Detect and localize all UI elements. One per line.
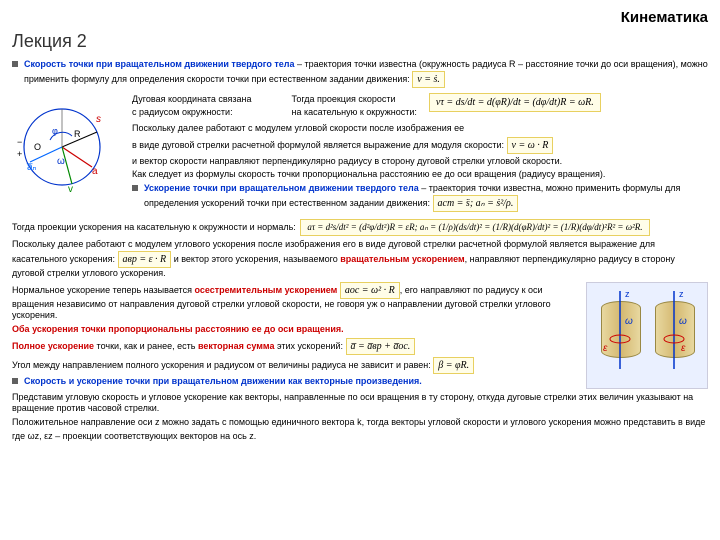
- arc-text-1: Дуговая координата связана: [132, 94, 252, 106]
- p14: где ωz, εz – проекции соответствующих ве…: [12, 431, 708, 443]
- svg-text:ω: ω: [57, 156, 65, 167]
- p7a: Нормальное ускорение теперь называется: [12, 285, 194, 295]
- svg-text:R: R: [74, 129, 81, 139]
- formula-avr: aвр = ε · R: [118, 251, 172, 268]
- formula-vs: v = ṡ.: [412, 71, 445, 88]
- svg-text:z: z: [625, 289, 630, 299]
- formula-vwr: v = ω · R: [507, 137, 554, 154]
- svg-text:a̅ₙ: a̅ₙ: [27, 162, 37, 173]
- formula-aos: aос = ω² · R: [340, 282, 400, 299]
- bullet-icon: [12, 378, 18, 384]
- p2b: в виде дуговой стрелки расчетной формуло…: [132, 140, 504, 150]
- arc-text-2: с радиусом окружности:: [132, 107, 252, 119]
- p7a-red: осестремительным ускорением: [194, 285, 337, 295]
- p5: Тогда проекции ускорения на касательную …: [12, 222, 296, 232]
- bullet-icon: [132, 185, 138, 191]
- p4-lead: Ускорение точки при вращательном движени…: [144, 183, 419, 193]
- formula-at-eq: aст = s̈; aₙ = ṡ²/ρ.: [433, 195, 519, 212]
- diagram-row: O R s a v ω a̅ₙ − + φ Дуговая координата…: [12, 92, 708, 216]
- p1-lead: Скорость точки при вращательном движении…: [24, 59, 295, 69]
- p13: Положительное направление оси z можно за…: [12, 417, 708, 429]
- svg-text:a: a: [92, 166, 98, 177]
- svg-text:+: +: [17, 149, 22, 159]
- svg-text:ω: ω: [625, 316, 633, 327]
- lecture-title: Лекция 2: [12, 30, 708, 53]
- p9a: Полное ускорение: [12, 341, 94, 351]
- p9b: точки, как и ранее, есть: [94, 341, 198, 351]
- svg-text:v: v: [68, 184, 73, 195]
- p9d: этих ускорений:: [274, 341, 343, 351]
- cylinder-diagram: z ω ε z ω ε: [586, 282, 708, 389]
- proj-text-2: на касательную к окружности:: [292, 107, 417, 119]
- svg-text:ε: ε: [603, 343, 608, 354]
- p12: Представим угловую скорость и угловое ус…: [12, 392, 708, 415]
- svg-text:φ: φ: [52, 126, 58, 136]
- bullet-icon: [12, 61, 18, 67]
- p2a: Поскольку далее работают с модулем углов…: [132, 123, 464, 133]
- svg-text:−: −: [17, 137, 22, 147]
- svg-text:z: z: [679, 289, 684, 299]
- p9c: векторная сумма: [198, 341, 275, 351]
- page-header: Кинематика: [12, 8, 708, 28]
- svg-text:s: s: [96, 114, 101, 125]
- svg-text:O: O: [34, 142, 41, 152]
- p11: Скорость и ускорение точки при вращатель…: [24, 376, 422, 388]
- p3: Как следует из формулы скорость точки пр…: [132, 169, 708, 181]
- circle-diagram: O R s a v ω a̅ₙ − + φ: [12, 92, 122, 202]
- p10a: Угол между направлением полного ускорени…: [12, 360, 431, 370]
- p2c: и вектор скорости направляют перпендикул…: [132, 156, 708, 168]
- proj-text-1: Тогда проекция скорости: [292, 94, 417, 106]
- svg-text:ε: ε: [681, 343, 686, 354]
- formula-full: a̅ = a̅вр + a̅ос.: [346, 338, 416, 355]
- formula-phi: β = φR.: [433, 357, 474, 374]
- svg-text:ω: ω: [679, 316, 687, 327]
- section-1: Скорость точки при вращательном движении…: [12, 59, 708, 88]
- formula-at-long: aτ = d²s/dt² = (d²φ/dt²)R = εR; aₙ = (1/…: [300, 219, 649, 237]
- formula-vt: vτ = ds/dt = d(φR)/dt = (dφ/dt)R = ωR.: [429, 93, 601, 112]
- p6b: и вектор этого ускорения, называемого: [174, 254, 341, 264]
- p6b-red: вращательным ускорением: [340, 254, 464, 264]
